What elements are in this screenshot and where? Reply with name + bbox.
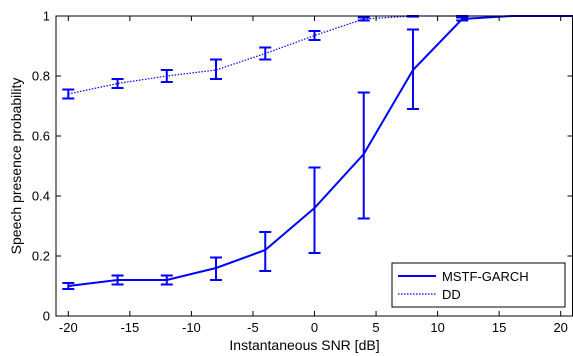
x-tick-label: 5 [372, 320, 379, 335]
legend-label-dd: DD [442, 287, 461, 302]
x-tick-label: -10 [182, 320, 201, 335]
errorbar-dd [160, 69, 173, 83]
errorbar-mstf-garch [357, 91, 370, 220]
x-tick-label: -20 [59, 320, 78, 335]
errorbar-mstf-garch [406, 28, 419, 110]
series-line-dd [68, 15, 573, 95]
errorbar-mstf-garch [111, 274, 124, 286]
x-tick-label: 10 [430, 320, 444, 335]
y-tick-label: 0 [43, 309, 50, 324]
errorbar-dd [111, 78, 124, 89]
errorbar-dd [357, 16, 370, 22]
y-tick-label: 0.4 [32, 189, 50, 204]
x-tick-label: 15 [492, 320, 506, 335]
y-tick-label: 0.6 [32, 129, 50, 144]
legend-label-mstf-garch: MSTF-GARCH [442, 269, 529, 284]
series-line-mstf-garch [68, 15, 573, 287]
x-axis-title: Instantaneous SNR [dB] [229, 337, 379, 353]
y-tick-label: 1 [43, 9, 50, 24]
x-tick-label: -5 [247, 320, 259, 335]
x-tick-label: -15 [120, 320, 139, 335]
legend-box [391, 262, 566, 308]
errorbar-mstf-garch [308, 166, 321, 254]
y-axis-ticks: 0 0.2 0.4 0.6 0.8 1 [32, 9, 573, 324]
errorbar-mstf-garch [259, 231, 272, 272]
y-tick-label: 0.8 [32, 69, 50, 84]
errorbar-dd [308, 30, 321, 41]
errorbar-dd [62, 88, 75, 100]
errorbar-mstf-garch [62, 282, 75, 290]
errorbar-mstf-garch [160, 274, 173, 286]
legend: MSTF-GARCH DD [391, 262, 566, 308]
errorbar-dd [210, 58, 223, 80]
errorbar-mstf-garch [210, 256, 223, 281]
x-tick-label: 20 [553, 320, 567, 335]
y-axis-title: Speech presence probability [8, 78, 24, 255]
series-layer [62, 15, 573, 290]
errorbar-dd [259, 46, 272, 61]
x-axis-ticks: -20 -15 -10 -5 0 5 10 15 20 [59, 16, 568, 335]
y-tick-label: 0.2 [32, 249, 50, 264]
x-tick-label: 0 [311, 320, 318, 335]
